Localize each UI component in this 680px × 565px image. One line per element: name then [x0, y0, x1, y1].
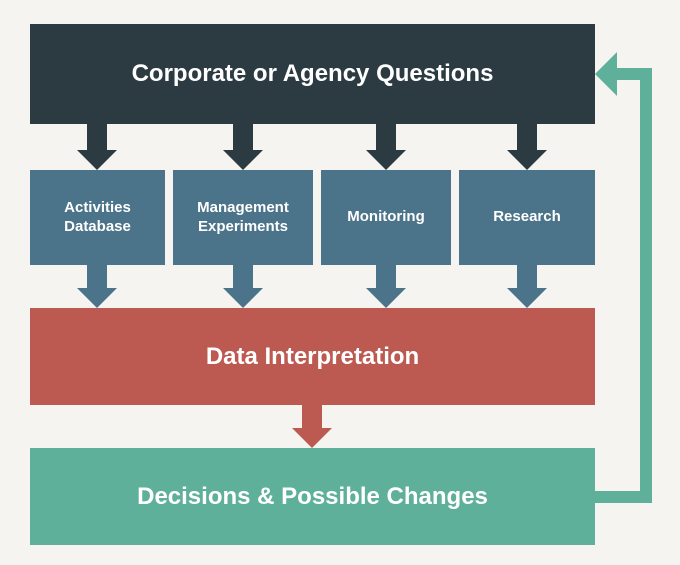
- arrow-down-icon: [292, 405, 332, 448]
- box-management-experiments: Management Experiments: [173, 170, 313, 265]
- box-label: Monitoring: [347, 208, 424, 227]
- flowchart-canvas: Corporate or Agency Questions Activities…: [0, 0, 680, 565]
- box-label: Activities Database: [40, 199, 155, 237]
- box-label: Decisions & Possible Changes: [137, 482, 488, 512]
- box-monitoring: Monitoring: [321, 170, 451, 265]
- arrow-down-icon: [223, 124, 263, 170]
- arrow-down-icon: [223, 265, 263, 308]
- box-research: Research: [459, 170, 595, 265]
- arrow-down-icon: [77, 265, 117, 308]
- arrow-down-icon: [507, 265, 547, 308]
- box-data-interpretation: Data Interpretation: [30, 308, 595, 405]
- box-activities-database: Activities Database: [30, 170, 165, 265]
- box-corporate-questions: Corporate or Agency Questions: [30, 24, 595, 124]
- arrow-left-icon: [595, 52, 617, 96]
- arrow-down-icon: [507, 124, 547, 170]
- box-label: Corporate or Agency Questions: [132, 59, 494, 89]
- box-label: Management Experiments: [183, 199, 303, 237]
- box-decisions-changes: Decisions & Possible Changes: [30, 448, 595, 545]
- box-label: Research: [493, 208, 561, 227]
- arrow-down-icon: [366, 124, 406, 170]
- arrow-down-icon: [366, 265, 406, 308]
- box-label: Data Interpretation: [206, 342, 419, 372]
- arrow-down-icon: [77, 124, 117, 170]
